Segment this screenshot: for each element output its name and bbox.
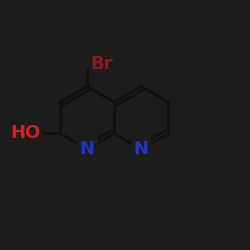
Text: Br: Br <box>91 55 113 73</box>
Text: N: N <box>80 140 95 158</box>
Text: HO: HO <box>10 124 41 142</box>
Text: N: N <box>134 140 149 158</box>
